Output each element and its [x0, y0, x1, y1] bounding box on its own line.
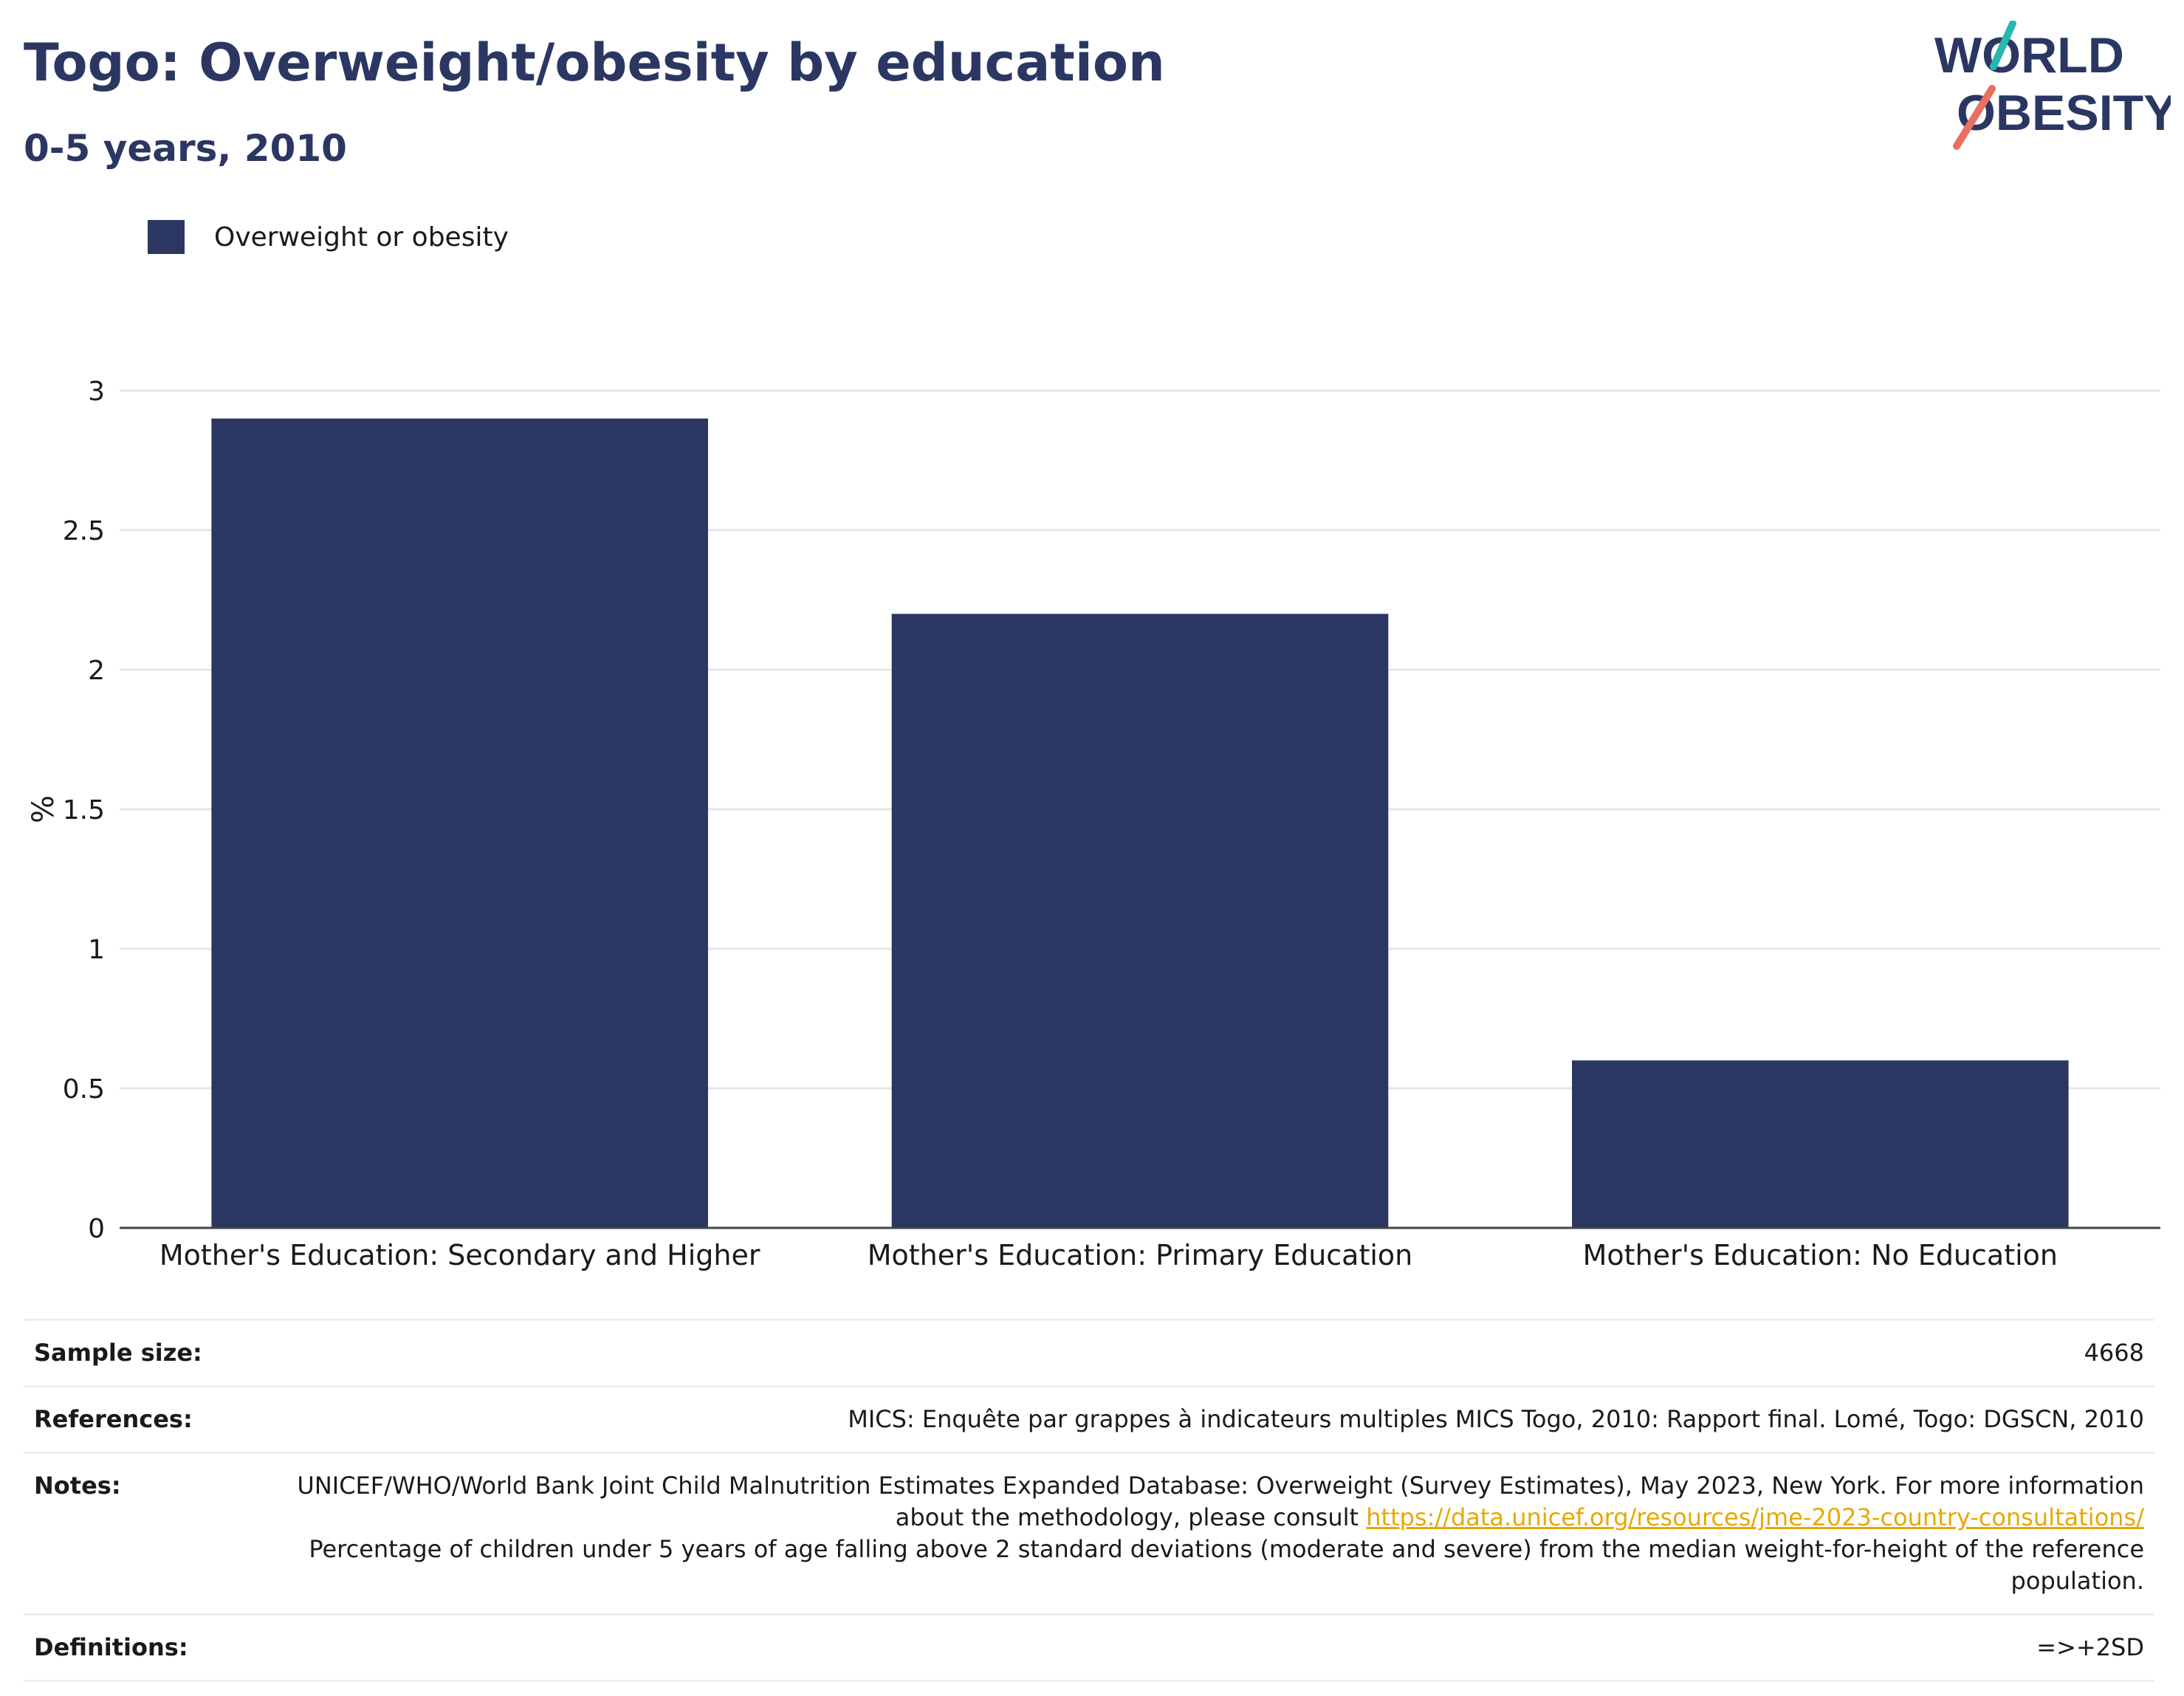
world-obesity-logo: WORLD OBESITY — [1934, 21, 2171, 150]
sample-size-label: Sample size: — [34, 1339, 202, 1367]
bar — [1572, 1060, 2069, 1228]
references-value: MICS: Enquête par grappes à indicateurs … — [848, 1405, 2144, 1433]
definitions-value: =>+2SD — [2036, 1633, 2144, 1661]
y-tick-label: 1.5 — [63, 795, 105, 825]
references-label: References: — [34, 1405, 193, 1433]
y-tick-label: 3 — [88, 377, 105, 407]
logo-accent-top — [1990, 21, 2016, 70]
notes-value: UNICEF/WHO/World Bank Joint Child Malnut… — [266, 1453, 2154, 1615]
definitions-row: Definitions: =>+2SD — [24, 1614, 2154, 1681]
chart-legend: Overweight or obesity — [148, 220, 509, 254]
notes-label: Notes: — [34, 1472, 121, 1500]
bar — [891, 614, 1389, 1228]
notes-text-2: Percentage of children under 5 years of … — [309, 1535, 2144, 1595]
y-tick-label: 1 — [88, 935, 105, 965]
x-tick-label: Mother's Education: No Education — [1583, 1239, 2058, 1271]
legend-label: Overweight or obesity — [214, 222, 509, 253]
legend-swatch — [148, 220, 185, 254]
y-tick-label: 0 — [88, 1214, 105, 1244]
x-tick-label: Mother's Education: Secondary and Higher — [159, 1239, 760, 1271]
x-tick-label: Mother's Education: Primary Education — [868, 1239, 1413, 1271]
logo-line1: WORLD — [1934, 27, 2124, 83]
sample-size-value: 4668 — [2084, 1339, 2144, 1367]
notes-link[interactable]: https://data.unicef.org/resources/jme-20… — [1366, 1503, 2144, 1531]
y-tick-label: 2 — [88, 656, 105, 686]
notes-text-1: UNICEF/WHO/World Bank Joint Child Malnut… — [297, 1472, 2144, 1531]
logo-accent-bottom — [1953, 85, 1996, 150]
bar — [211, 418, 708, 1228]
y-axis-label: % — [27, 795, 61, 823]
page-subtitle: 0-5 years, 2010 — [24, 127, 347, 170]
bar-chart: 0 0.5 1 1.5 2 2.5 3% Mother's Education: Second… — [27, 377, 2160, 1271]
chart-info-table: Sample size: 4668 References: MICS: Enqu… — [24, 1319, 2154, 1682]
notes-row: Notes: UNICEF/WHO/World Bank Joint Child… — [24, 1452, 2154, 1615]
references-row: References: MICS: Enquête par grappes à … — [24, 1386, 2154, 1453]
y-tick-label: 2.5 — [63, 516, 105, 546]
sample-size-row: Sample size: 4668 — [24, 1319, 2154, 1387]
page-title: Togo: Overweight/obesity by education — [24, 32, 1165, 93]
y-tick-label: 0.5 — [63, 1074, 105, 1105]
definitions-label: Definitions: — [34, 1633, 188, 1661]
